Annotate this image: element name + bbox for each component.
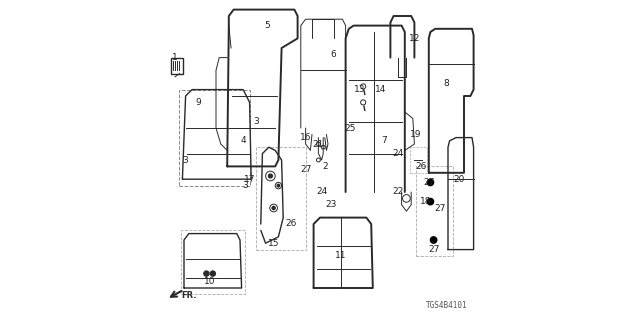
Bar: [256, 147, 306, 250]
Bar: [179, 90, 250, 186]
Text: 14: 14: [375, 85, 387, 94]
Bar: [181, 230, 245, 294]
Circle shape: [428, 198, 434, 205]
Text: 27: 27: [428, 245, 439, 254]
Text: 12: 12: [409, 34, 420, 43]
Text: 3: 3: [183, 156, 188, 164]
Circle shape: [360, 100, 366, 105]
Text: 25: 25: [345, 124, 356, 132]
Text: 24: 24: [393, 149, 404, 158]
Text: 11: 11: [335, 252, 346, 260]
Text: 27: 27: [300, 165, 311, 174]
Circle shape: [277, 184, 280, 187]
Circle shape: [428, 179, 434, 186]
Text: 15: 15: [268, 239, 279, 248]
Circle shape: [360, 84, 366, 89]
Text: 3: 3: [253, 117, 259, 126]
Circle shape: [204, 271, 209, 276]
Text: 4: 4: [241, 136, 246, 145]
Text: 17: 17: [244, 175, 255, 184]
Text: 20: 20: [454, 175, 465, 184]
Circle shape: [272, 206, 275, 210]
Circle shape: [210, 271, 215, 276]
Text: 7: 7: [381, 136, 387, 145]
Text: 16: 16: [300, 133, 311, 142]
Text: 21: 21: [313, 140, 324, 148]
Text: 24: 24: [316, 188, 327, 196]
Bar: [172, 58, 183, 74]
Circle shape: [431, 237, 437, 243]
Text: 27: 27: [435, 204, 445, 212]
Text: 13: 13: [355, 85, 365, 94]
Text: 18: 18: [420, 197, 431, 206]
Text: 19: 19: [410, 130, 422, 139]
Text: 26: 26: [415, 162, 426, 171]
Text: 6: 6: [330, 50, 335, 59]
Text: TGS4B4101: TGS4B4101: [426, 301, 467, 310]
Text: 1: 1: [172, 53, 177, 62]
Text: FR.: FR.: [181, 292, 196, 300]
Text: 2: 2: [322, 162, 328, 171]
Text: 5: 5: [264, 21, 270, 30]
Bar: [416, 166, 453, 256]
Text: 27: 27: [423, 178, 435, 187]
Text: 8: 8: [444, 79, 449, 88]
Text: 10: 10: [204, 277, 215, 286]
Text: 3: 3: [242, 181, 248, 190]
Text: 22: 22: [393, 188, 404, 196]
Circle shape: [269, 174, 273, 178]
Bar: [410, 147, 428, 173]
Text: 26: 26: [285, 220, 297, 228]
Text: 23: 23: [326, 200, 337, 209]
Text: 9: 9: [196, 98, 201, 107]
